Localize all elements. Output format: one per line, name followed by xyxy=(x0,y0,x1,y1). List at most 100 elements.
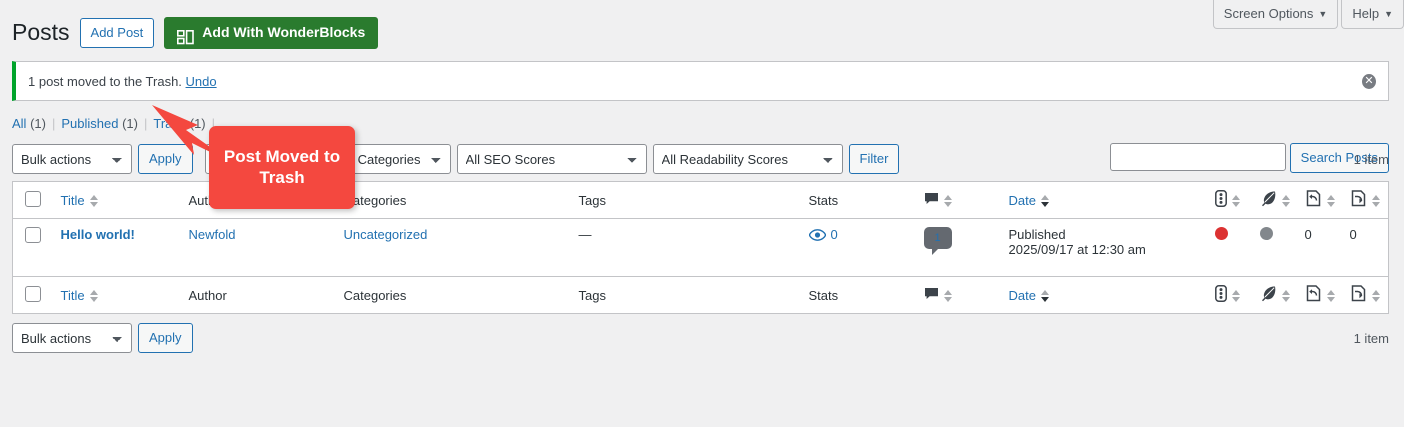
comment-icon xyxy=(924,287,939,304)
column-header-inbound-links[interactable] xyxy=(1298,181,1344,219)
column-footer-stats: Stats xyxy=(798,276,914,314)
column-header-readability-score[interactable] xyxy=(1253,181,1299,219)
table-row: Hello world! Newfold Uncategorized — 0 xyxy=(13,219,1389,277)
apply-button-top[interactable]: Apply xyxy=(138,144,193,174)
view-published-count: (1) xyxy=(122,115,138,131)
page-header: Posts Add Post Add With WonderBlocks Scr… xyxy=(0,0,1404,56)
select-all-header xyxy=(12,181,51,219)
cell-outbound-links: 0 xyxy=(1349,227,1357,242)
author-link[interactable]: Newfold xyxy=(188,227,236,242)
seo-score-icon xyxy=(1214,285,1227,305)
view-published[interactable]: Published (1) xyxy=(61,116,138,131)
column-label-categories: Categories xyxy=(343,192,407,208)
sort-arrows-icon xyxy=(89,195,98,207)
column-footer-title[interactable]: Title xyxy=(50,276,179,314)
divider: | xyxy=(211,115,216,131)
sort-arrows-icon xyxy=(1371,290,1380,302)
seo-score-icon xyxy=(1214,190,1227,210)
select-all-checkbox-top[interactable] xyxy=(25,190,41,207)
column-header-stats: Stats xyxy=(798,181,914,219)
filter-button[interactable]: Filter xyxy=(848,144,900,174)
sort-arrows-icon xyxy=(89,290,98,302)
cell-comments: 1 xyxy=(914,219,999,277)
filter-by-seo-score-select[interactable]: All SEO Scores xyxy=(456,144,647,174)
sort-by-title-link[interactable]: Title xyxy=(61,193,98,208)
bulk-actions-select-bottom[interactable]: Bulk actions xyxy=(12,323,132,353)
column-header-outbound-links[interactable] xyxy=(1343,181,1389,219)
dismiss-notice-button[interactable]: ✕ xyxy=(1356,68,1382,94)
category-link[interactable]: Uncategorized xyxy=(343,227,428,242)
column-header-date[interactable]: Date xyxy=(998,181,1209,219)
column-label-categories: Categories xyxy=(343,287,407,303)
comment-count-bubble[interactable]: 1 xyxy=(923,227,952,255)
column-footer-inbound-links[interactable] xyxy=(1298,276,1344,314)
seo-score-dot xyxy=(1214,227,1228,240)
eye-icon xyxy=(808,228,826,241)
screen-options-label: Screen Options xyxy=(1223,6,1314,21)
chevron-down-icon: ▼ xyxy=(1318,9,1328,19)
column-footer-comments[interactable] xyxy=(913,276,999,314)
column-label-stats: Stats xyxy=(808,287,839,303)
post-status: Published xyxy=(1008,227,1066,242)
cell-author: Newfold xyxy=(179,219,334,277)
column-header-tags: Tags xyxy=(568,181,799,219)
column-header-comments[interactable] xyxy=(913,181,999,219)
column-header-title[interactable]: Title xyxy=(50,181,179,219)
column-footer-seo-score[interactable] xyxy=(1208,276,1254,314)
notice-text: 1 post moved to the Trash. Undo xyxy=(28,74,217,89)
column-header-seo-score[interactable] xyxy=(1208,181,1254,219)
view-published-link[interactable]: Published xyxy=(61,115,119,131)
filter-by-readability-score-select[interactable]: All Readability Scores xyxy=(652,144,843,174)
cell-readability-score xyxy=(1254,219,1299,277)
row-select-cell xyxy=(13,219,51,277)
column-label-date: Date xyxy=(1008,192,1036,208)
annotation-arrow-icon xyxy=(152,105,230,161)
search-input[interactable] xyxy=(1109,143,1286,171)
search-box: Search Posts xyxy=(1109,143,1389,173)
help-button[interactable]: Help ▼ xyxy=(1341,0,1404,29)
readability-score-dot xyxy=(1259,227,1273,240)
inbound-links-icon xyxy=(1305,190,1322,210)
column-label-author: Author xyxy=(188,287,227,303)
stats-link[interactable]: 0 xyxy=(808,227,838,242)
search-posts-button[interactable]: Search Posts xyxy=(1289,143,1389,173)
view-all-link[interactable]: All xyxy=(12,115,27,131)
post-title-link[interactable]: Hello world! xyxy=(60,227,135,242)
wonderblocks-label: Add With WonderBlocks xyxy=(202,24,366,41)
cell-seo-score xyxy=(1209,219,1254,277)
post-date: 2025/09/17 at 12:30 am xyxy=(1008,242,1146,257)
screen-options-button[interactable]: Screen Options ▼ xyxy=(1212,0,1339,29)
row-checkbox[interactable] xyxy=(25,227,41,243)
column-footer-outbound-links[interactable] xyxy=(1343,276,1389,314)
add-with-wonderblocks-button[interactable]: Add With WonderBlocks xyxy=(164,16,379,49)
apply-button-bottom[interactable]: Apply xyxy=(138,323,193,353)
sort-arrows-icon xyxy=(1040,290,1049,302)
displaying-num-bottom: 1 item xyxy=(1353,330,1389,346)
view-all-count: (1) xyxy=(30,115,46,131)
column-label-title: Title xyxy=(60,287,85,303)
undo-link[interactable]: Undo xyxy=(185,73,217,89)
sort-by-date-link-footer[interactable]: Date xyxy=(1009,288,1049,303)
sort-by-title-link-footer[interactable]: Title xyxy=(61,288,98,303)
view-all[interactable]: All (1) xyxy=(12,116,46,131)
column-label-stats: Stats xyxy=(808,192,839,208)
sort-arrows-icon xyxy=(1231,290,1240,302)
chevron-down-icon: ▼ xyxy=(1384,9,1393,19)
column-label-date: Date xyxy=(1008,287,1036,303)
feather-icon xyxy=(1260,285,1277,305)
select-all-checkbox-bottom[interactable] xyxy=(25,285,41,302)
column-footer-date[interactable]: Date xyxy=(998,276,1209,314)
stats-views-count: 0 xyxy=(830,227,838,242)
comment-icon xyxy=(924,192,939,209)
sort-by-date-link[interactable]: Date xyxy=(1009,193,1049,208)
sort-arrows-icon xyxy=(943,290,952,302)
sort-arrows-icon xyxy=(943,195,952,207)
column-footer-categories: Categories xyxy=(333,276,569,314)
cell-title: Hello world! xyxy=(51,219,179,277)
annotation-callout: Post Moved to Trash xyxy=(209,126,355,209)
add-post-button[interactable]: Add Post xyxy=(79,17,155,48)
column-footer-readability-score[interactable] xyxy=(1253,276,1299,314)
column-header-categories: Categories xyxy=(333,181,569,219)
sort-arrows-icon xyxy=(1326,195,1335,207)
bulk-actions-select-top[interactable]: Bulk actions xyxy=(12,144,132,174)
